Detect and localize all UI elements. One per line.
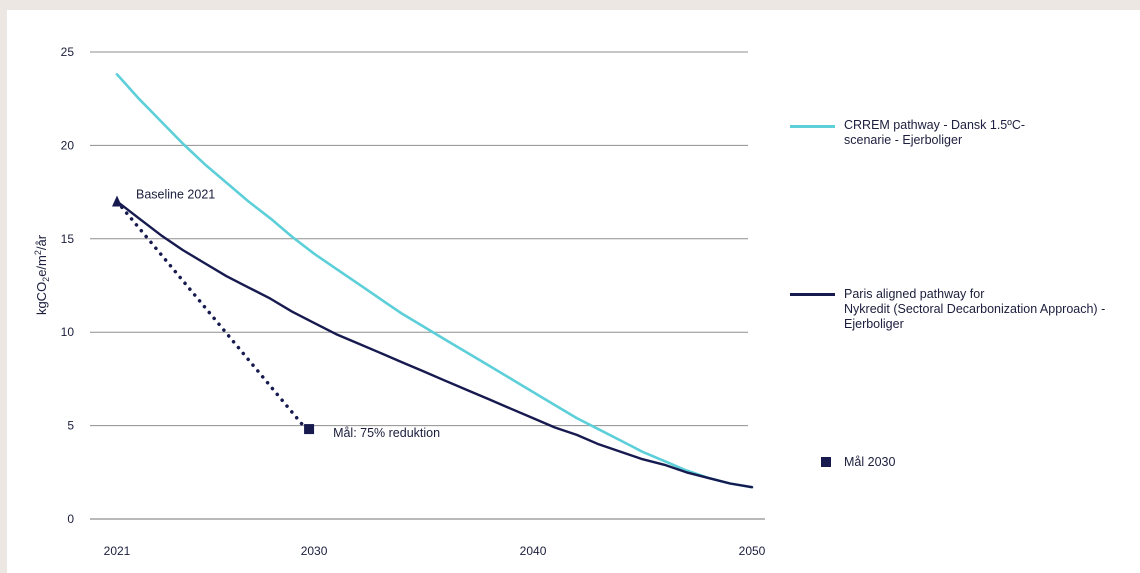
legend-label-paris: Paris aligned pathway for Nykredit (Sect… bbox=[844, 287, 1106, 331]
legend-label-target: Mål 2030 bbox=[844, 455, 896, 469]
y-tick-label: 20 bbox=[61, 138, 75, 152]
baseline-marker bbox=[112, 195, 122, 207]
baseline-label: Baseline 2021 bbox=[136, 187, 215, 201]
x-tick-label: 2021 bbox=[104, 544, 131, 558]
y-tick-label: 0 bbox=[67, 512, 74, 526]
x-tick-label: 2030 bbox=[301, 544, 328, 558]
point-markers: Baseline 2021 Mål: 75% reduktion bbox=[112, 187, 440, 440]
target-label: Mål: 75% reduktion bbox=[333, 426, 440, 440]
target-marker bbox=[304, 424, 315, 435]
legend-swatch-target bbox=[821, 457, 831, 467]
y-tick-label: 10 bbox=[61, 325, 75, 339]
legend-swatch-paris bbox=[790, 293, 835, 296]
y-axis-label: kgCO2e/m2/år bbox=[33, 234, 51, 315]
legend-swatch-crrem bbox=[790, 125, 835, 128]
series-line bbox=[115, 73, 754, 489]
series-line bbox=[115, 200, 754, 489]
legend-label-crrem: CRREM pathway - Dansk 1.5ºC- scenarie - … bbox=[844, 118, 1026, 147]
x-tick-labels: 2021 2030 2040 2050 bbox=[104, 544, 766, 558]
x-tick-label: 2040 bbox=[520, 544, 547, 558]
target-dotted-line bbox=[115, 199, 308, 431]
y-tick-label: 5 bbox=[67, 419, 74, 433]
y-tick-labels: 0 5 10 15 20 25 bbox=[61, 45, 75, 526]
gridlines bbox=[90, 51, 765, 520]
y-tick-label: 25 bbox=[61, 45, 75, 59]
series-lines bbox=[115, 73, 754, 489]
x-tick-label: 2050 bbox=[739, 544, 766, 558]
y-tick-label: 15 bbox=[61, 232, 75, 246]
chart-panel bbox=[7, 10, 1140, 573]
